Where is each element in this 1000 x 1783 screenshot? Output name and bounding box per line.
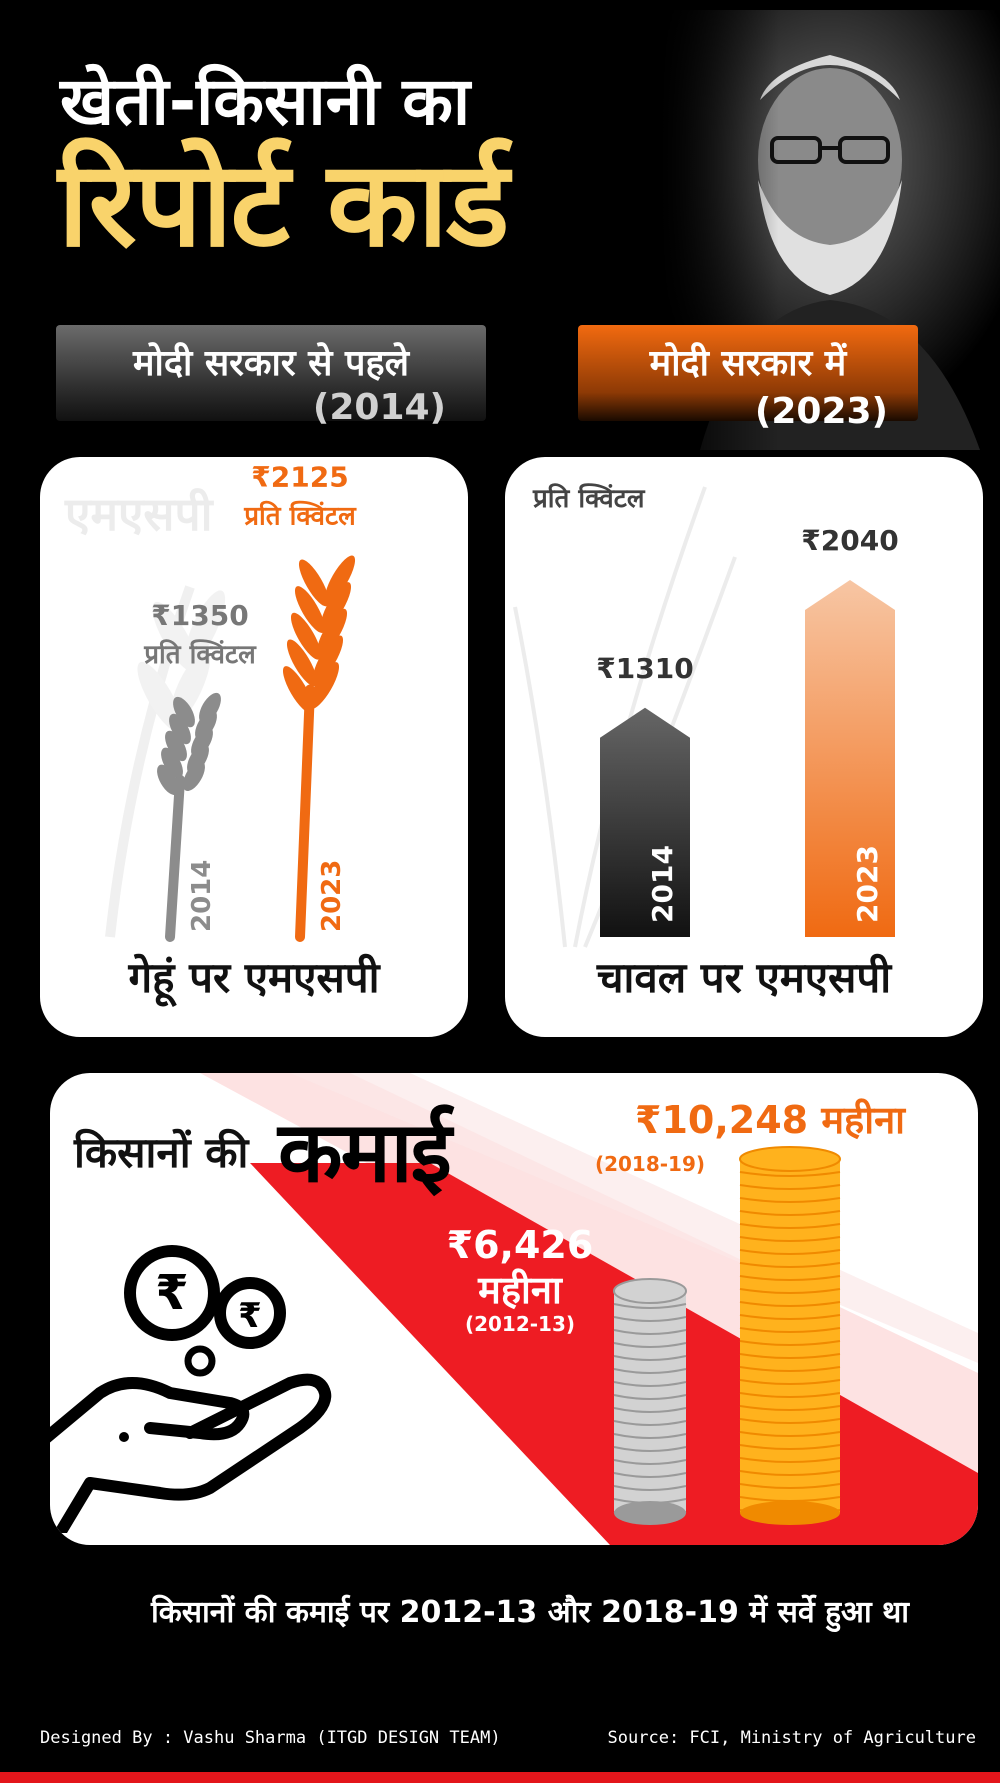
earnings-period-label-0: (2012-13) <box>465 1312 575 1336</box>
rice-msp-card: प्रति क्विंटल 2014 ₹1310 2023 ₹2040 चावल पर… <box>505 457 983 1037</box>
svg-text:₹: ₹ <box>155 1265 188 1321</box>
earnings-value-label-1: ₹10,248 महीना <box>635 1098 906 1142</box>
wheat-unit-label-1: प्रति क्विंटल <box>243 500 357 531</box>
wheat-card-footer: गेहूं पर एमएसपी <box>128 953 380 1002</box>
wheat-stalk-2014 <box>157 692 221 942</box>
wheat-msp-chart: 2014 ₹1350 प्रति क्विंटल 2023 ₹2125 प्रति क्व… <box>105 460 357 942</box>
wheat-unit-label-0: प्रति क्विंटल <box>143 639 257 670</box>
earnings-period-label-1: (2018-19) <box>595 1152 705 1176</box>
hand-with-rupee-coins-icon: ₹ ₹ <box>50 1245 332 1533</box>
rice-bar-2023 <box>805 580 895 937</box>
rice-bar-2014 <box>600 707 690 937</box>
tag-after-label: मोदी सरकार में <box>649 343 847 384</box>
wheat-year-label-1: 2023 <box>317 860 347 932</box>
tag-before-year: (2014) <box>312 387 446 428</box>
rice-value-label-1: ₹2040 <box>801 524 898 557</box>
rice-msp-chart: प्रति क्विंटल 2014 ₹1310 2023 ₹2040 <box>513 483 899 948</box>
ghost-msp-word: एमएसपी <box>65 487 213 541</box>
rice-year-label-1: 2023 <box>851 845 884 923</box>
wheat-msp-card: एमएसपी 2014 ₹1350 प्रति क्विंटल 2023 ₹2125 प्… <box>40 457 468 1037</box>
title-line-2: रिपोर्ट कार्ड <box>58 135 509 273</box>
rice-unit-label: प्रति क्विंटल <box>532 483 646 514</box>
wheat-year-label-0: 2014 <box>187 860 217 932</box>
title-line-1: खेती-किसानी का <box>60 63 471 140</box>
rice-value-label-0: ₹1310 <box>596 652 693 685</box>
svg-text:₹: ₹ <box>238 1296 262 1336</box>
rice-card-footer: चावल पर एमएसपी <box>596 953 892 1002</box>
wheat-value-label-1: ₹2125 <box>251 460 348 493</box>
earnings-title-big: कमाई <box>278 1103 452 1201</box>
earnings-title-small: किसानों की <box>74 1128 249 1177</box>
earnings-unit-label-0: महीना <box>477 1268 563 1312</box>
earnings-value-label-0: ₹6,426 <box>447 1223 594 1267</box>
bottom-red-bar <box>0 1772 1000 1783</box>
rice-year-label-0: 2014 <box>646 845 679 923</box>
wheat-stalk-2023 <box>282 555 356 942</box>
design-credit: Designed By : Vashu Sharma (ITGD DESIGN … <box>40 1728 501 1748</box>
survey-footnote: किसानों की कमाई पर 2012-13 और 2018-19 मे… <box>150 1595 910 1630</box>
wheat-value-label-0: ₹1350 <box>151 599 248 632</box>
tag-after-year: (2023) <box>754 391 888 432</box>
farmer-earnings-card: किसानों की कमाई ₹ ₹ ₹6,426 महीना (2012-13)… <box>50 1073 978 1545</box>
tag-during-modi-govt: मोदी सरकार में (2023) <box>578 325 918 432</box>
source-credit: Source: FCI, Ministry of Agriculture <box>607 1728 976 1748</box>
tag-before-modi-govt: मोदी सरकार से पहले (2014) <box>56 325 486 428</box>
coin-stack-0 <box>613 1278 687 1525</box>
coin-stack-1 <box>739 1145 841 1525</box>
tag-before-label: मोदी सरकार से पहले <box>133 343 409 384</box>
